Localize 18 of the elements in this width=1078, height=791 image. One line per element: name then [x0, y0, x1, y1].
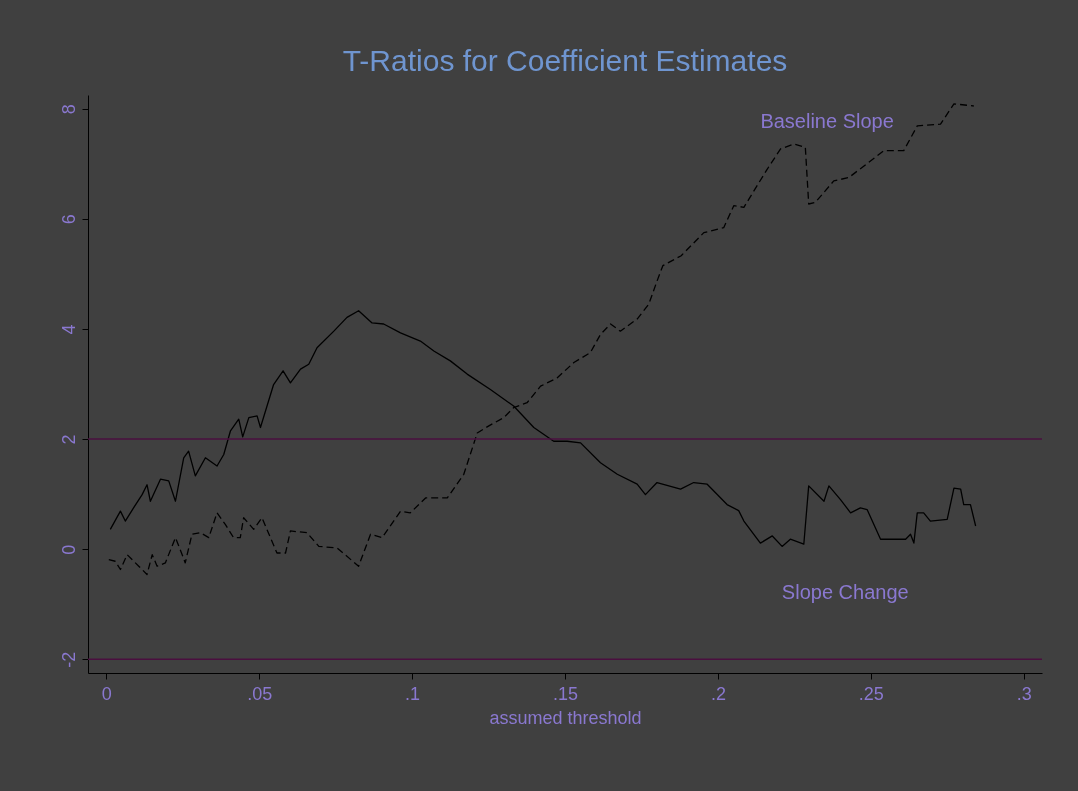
y-tick-label: 2: [58, 434, 79, 445]
y-tick-label: 0: [58, 544, 79, 555]
x-tick-label: .05: [247, 683, 273, 704]
x-axis-title: assumed threshold: [489, 707, 642, 728]
series-label: Baseline Slope: [760, 110, 894, 133]
series-label: Slope Change: [781, 581, 909, 604]
y-tick-label: 4: [58, 324, 79, 335]
y-tick-label: -2: [58, 651, 79, 668]
x-tick-label: 0: [101, 683, 112, 704]
x-tick-label: .15: [552, 683, 579, 704]
x-tick-label: .2: [710, 683, 726, 704]
x-tick-label: .1: [405, 683, 421, 704]
x-tick-label: .3: [1016, 683, 1032, 704]
y-tick-label: 8: [58, 104, 79, 115]
chart-title: T-Ratios for Coefficient Estimates: [342, 44, 788, 77]
line-series: [108, 103, 975, 576]
x-tick-label: .25: [858, 683, 884, 704]
y-tick-label: 6: [58, 214, 79, 225]
